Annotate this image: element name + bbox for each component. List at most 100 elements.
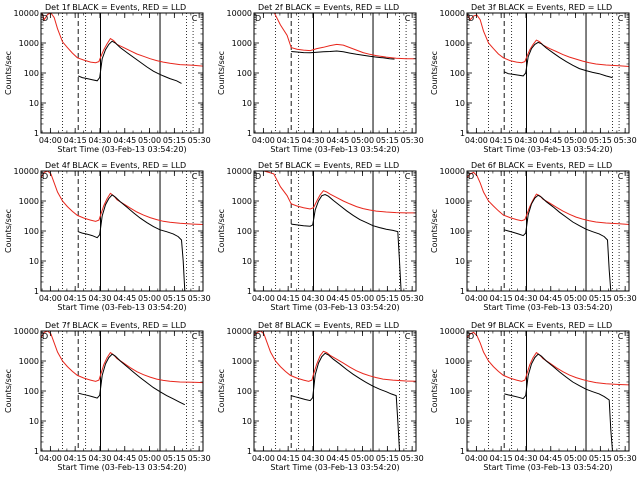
y-tick-label: 10000 [440, 167, 465, 176]
y-tick-label: 10 [29, 99, 39, 108]
x-tick-label: 05:00 [564, 294, 587, 303]
y-tick-label: 1 [247, 287, 252, 296]
y-axis-label: Counts/sec [430, 369, 439, 413]
panel-corner-letter: C [618, 332, 624, 341]
x-tick-label: 04:15 [64, 136, 87, 145]
events-series-line [291, 193, 402, 291]
y-tick-label: 100 [237, 227, 252, 236]
x-tick-label: 04:00 [252, 294, 275, 303]
panel-1: Det 1f BLACK = Events, RED = LLD 1 10 100 10… [4, 3, 211, 154]
x-tick-label: 04:00 [252, 136, 275, 145]
panel-corner-letter: C [405, 172, 411, 181]
x-tick-label: 05:15 [376, 454, 399, 463]
x-tick-label: 05:15 [589, 454, 612, 463]
y-tick-label: 10 [455, 99, 465, 108]
x-tick-label: 05:00 [351, 454, 374, 463]
y-tick-label: 1 [460, 287, 465, 296]
panel-corner-tag: D [255, 172, 261, 181]
x-tick-label: 05:00 [351, 136, 374, 145]
x-tick-label: 04:15 [490, 294, 513, 303]
y-axis-label: Counts/sec [217, 209, 226, 253]
panel-corner-tag: D [468, 14, 474, 23]
x-tick-label: 04:30 [514, 294, 537, 303]
panel-corner-tag: D [42, 172, 48, 181]
x-tick-label: 04:45 [113, 136, 136, 145]
panel-title: Det 2f BLACK = Events, RED = LLD [258, 3, 399, 12]
events-series-line [291, 50, 395, 60]
lld-series-line [41, 171, 203, 225]
plot-frame [253, 12, 417, 134]
x-tick-label: 04:30 [514, 454, 537, 463]
y-tick-label: 10 [242, 417, 252, 426]
panel-title: Det 4f BLACK = Events, RED = LLD [45, 161, 186, 170]
y-tick-label: 100 [450, 69, 465, 78]
y-tick-label: 1 [460, 129, 465, 138]
lld-series-line [273, 13, 416, 60]
plot-frame [466, 330, 630, 452]
y-tick-label: 100 [450, 387, 465, 396]
panel-corner-tag: D [468, 332, 474, 341]
events-series-line [78, 194, 186, 291]
events-series-line [291, 352, 400, 451]
y-tick-label: 1 [247, 129, 252, 138]
x-tick-label: 05:30 [188, 294, 211, 303]
y-tick-label: 1000 [445, 39, 465, 48]
x-tick-label: 04:30 [88, 136, 111, 145]
y-tick-label: 1 [34, 447, 39, 456]
x-tick-label: 05:15 [163, 454, 186, 463]
panel-corner-tag: D [255, 14, 261, 23]
panel-9: Det 9f BLACK = Events, RED = LLD 1 10 100 10… [430, 321, 637, 472]
y-tick-label: 1000 [19, 39, 39, 48]
x-tick-label: 04:15 [490, 454, 513, 463]
y-tick-label: 1000 [232, 39, 252, 48]
x-tick-label: 05:15 [589, 294, 612, 303]
x-tick-label: 05:30 [401, 454, 424, 463]
x-tick-label: 04:15 [277, 136, 300, 145]
panel-corner-tag: D [255, 332, 261, 341]
panel-title: Det 6f BLACK = Events, RED = LLD [471, 161, 612, 170]
lld-series-line [262, 171, 416, 214]
y-axis-label: Counts/sec [4, 369, 13, 413]
plot-frame [40, 12, 204, 134]
panel-title: Det 1f BLACK = Events, RED = LLD [45, 3, 186, 12]
lld-series-line [467, 331, 629, 386]
panel-8: Det 8f BLACK = Events, RED = LLD 1 10 100 10… [217, 321, 424, 472]
panel-title: Det 9f BLACK = Events, RED = LLD [471, 321, 612, 330]
x-tick-label: 04:45 [326, 294, 349, 303]
lld-series-line [254, 331, 416, 382]
series-group [467, 171, 629, 291]
panel-corner-letter: C [405, 14, 411, 23]
y-tick-label: 1 [34, 287, 39, 296]
panel-corner-letter: C [618, 172, 624, 181]
series-group [41, 171, 203, 291]
x-tick-label: 05:30 [188, 136, 211, 145]
series-group [41, 13, 203, 84]
y-axis-label: Counts/sec [430, 209, 439, 253]
x-tick-label: 04:45 [326, 454, 349, 463]
y-axis-label: Counts/sec [4, 51, 13, 95]
series-group [467, 14, 629, 79]
y-axis-label: Counts/sec [4, 209, 13, 253]
y-axis-label: Counts/sec [217, 51, 226, 95]
y-tick-label: 1 [34, 129, 39, 138]
x-tick-label: 05:15 [589, 136, 612, 145]
marker-lines [488, 171, 620, 291]
x-tick-label: 04:15 [277, 294, 300, 303]
y-tick-label: 100 [24, 69, 39, 78]
panel-7: Det 7f BLACK = Events, RED = LLD 1 10 100 10… [4, 321, 211, 472]
y-tick-label: 10 [29, 257, 39, 266]
x-axis-label: Start Time (03-Feb-13 03:54:20) [483, 463, 612, 472]
y-tick-label: 1000 [232, 357, 252, 366]
x-tick-label: 04:30 [88, 454, 111, 463]
y-tick-label: 10 [242, 257, 252, 266]
series-group [262, 171, 416, 291]
x-axis-label: Start Time (03-Feb-13 03:54:20) [57, 463, 186, 472]
x-axis-label: Start Time (03-Feb-13 03:54:20) [57, 303, 186, 312]
y-tick-label: 10000 [14, 167, 39, 176]
x-tick-label: 05:30 [401, 136, 424, 145]
marker-lines [62, 13, 194, 133]
marker-lines [62, 171, 194, 291]
x-tick-label: 05:30 [614, 294, 637, 303]
x-tick-label: 04:30 [88, 294, 111, 303]
